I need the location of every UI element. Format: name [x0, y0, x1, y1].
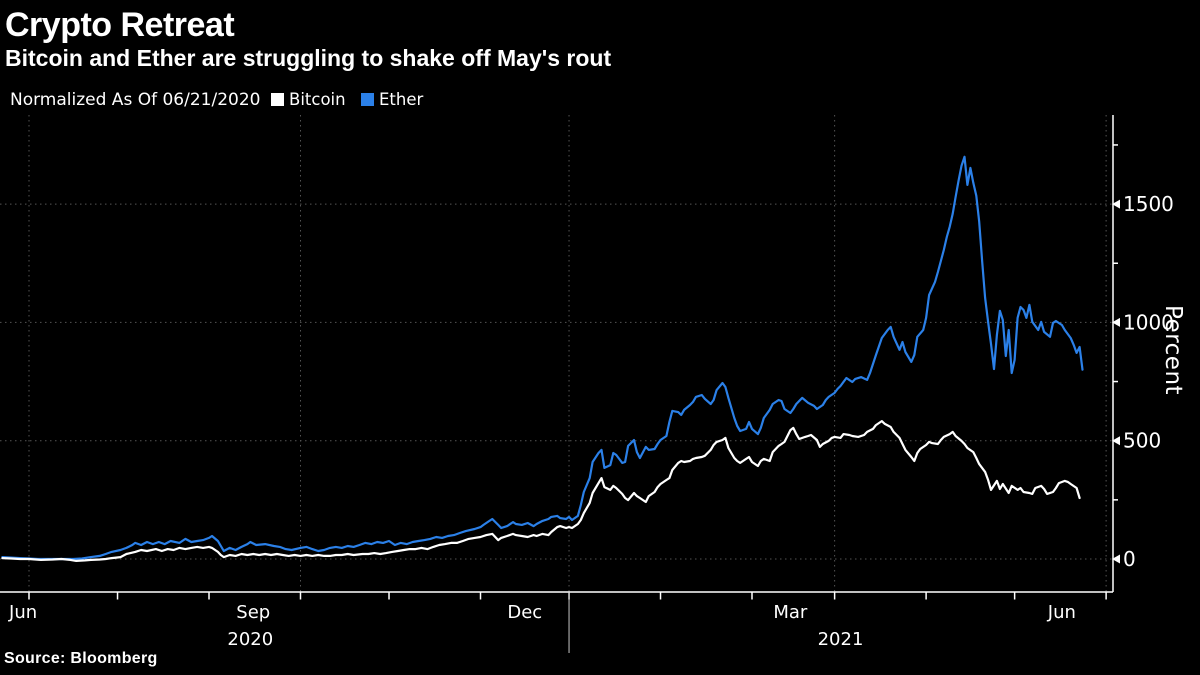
- bitcoin-swatch-icon: [271, 93, 284, 106]
- legend-normalization-note: Normalized As Of 06/21/2020: [10, 90, 261, 110]
- legend-item-ether: Ether: [361, 90, 423, 109]
- bitcoin-line: [1, 420, 1081, 563]
- ether-swatch-icon: [361, 93, 374, 106]
- legend-item-bitcoin: Bitcoin: [271, 90, 346, 109]
- svg-text:1500: 1500: [1123, 192, 1174, 216]
- svg-text:Sep: Sep: [236, 602, 270, 623]
- legend-label-bitcoin: Bitcoin: [289, 90, 346, 109]
- page-title: Crypto Retreat: [5, 6, 235, 44]
- source-label: Source: Bloomberg: [4, 650, 158, 667]
- svg-text:Jun: Jun: [1047, 602, 1076, 623]
- svg-text:2020: 2020: [227, 629, 273, 650]
- svg-text:1000: 1000: [1123, 310, 1174, 334]
- x-axis-ticks: Jun Sep Dec Mar Jun 2020 2021: [8, 592, 1107, 653]
- y-axis-ticks: 0 500 1000 1500: [1112, 144, 1174, 571]
- svg-text:Jun: Jun: [8, 602, 37, 623]
- axes: [0, 115, 1114, 593]
- svg-text:2021: 2021: [818, 629, 864, 650]
- y-axis-title: Percent: [1160, 305, 1186, 396]
- svg-text:0: 0: [1123, 547, 1136, 571]
- gridlines: [0, 115, 1113, 592]
- chart-subtitle: Bitcoin and Ether are struggling to shak…: [5, 45, 612, 71]
- legend-label-ether: Ether: [379, 90, 424, 109]
- svg-text:Mar: Mar: [773, 602, 808, 623]
- svg-text:500: 500: [1123, 429, 1161, 453]
- svg-text:Dec: Dec: [507, 602, 542, 623]
- ether-line: [1, 155, 1084, 561]
